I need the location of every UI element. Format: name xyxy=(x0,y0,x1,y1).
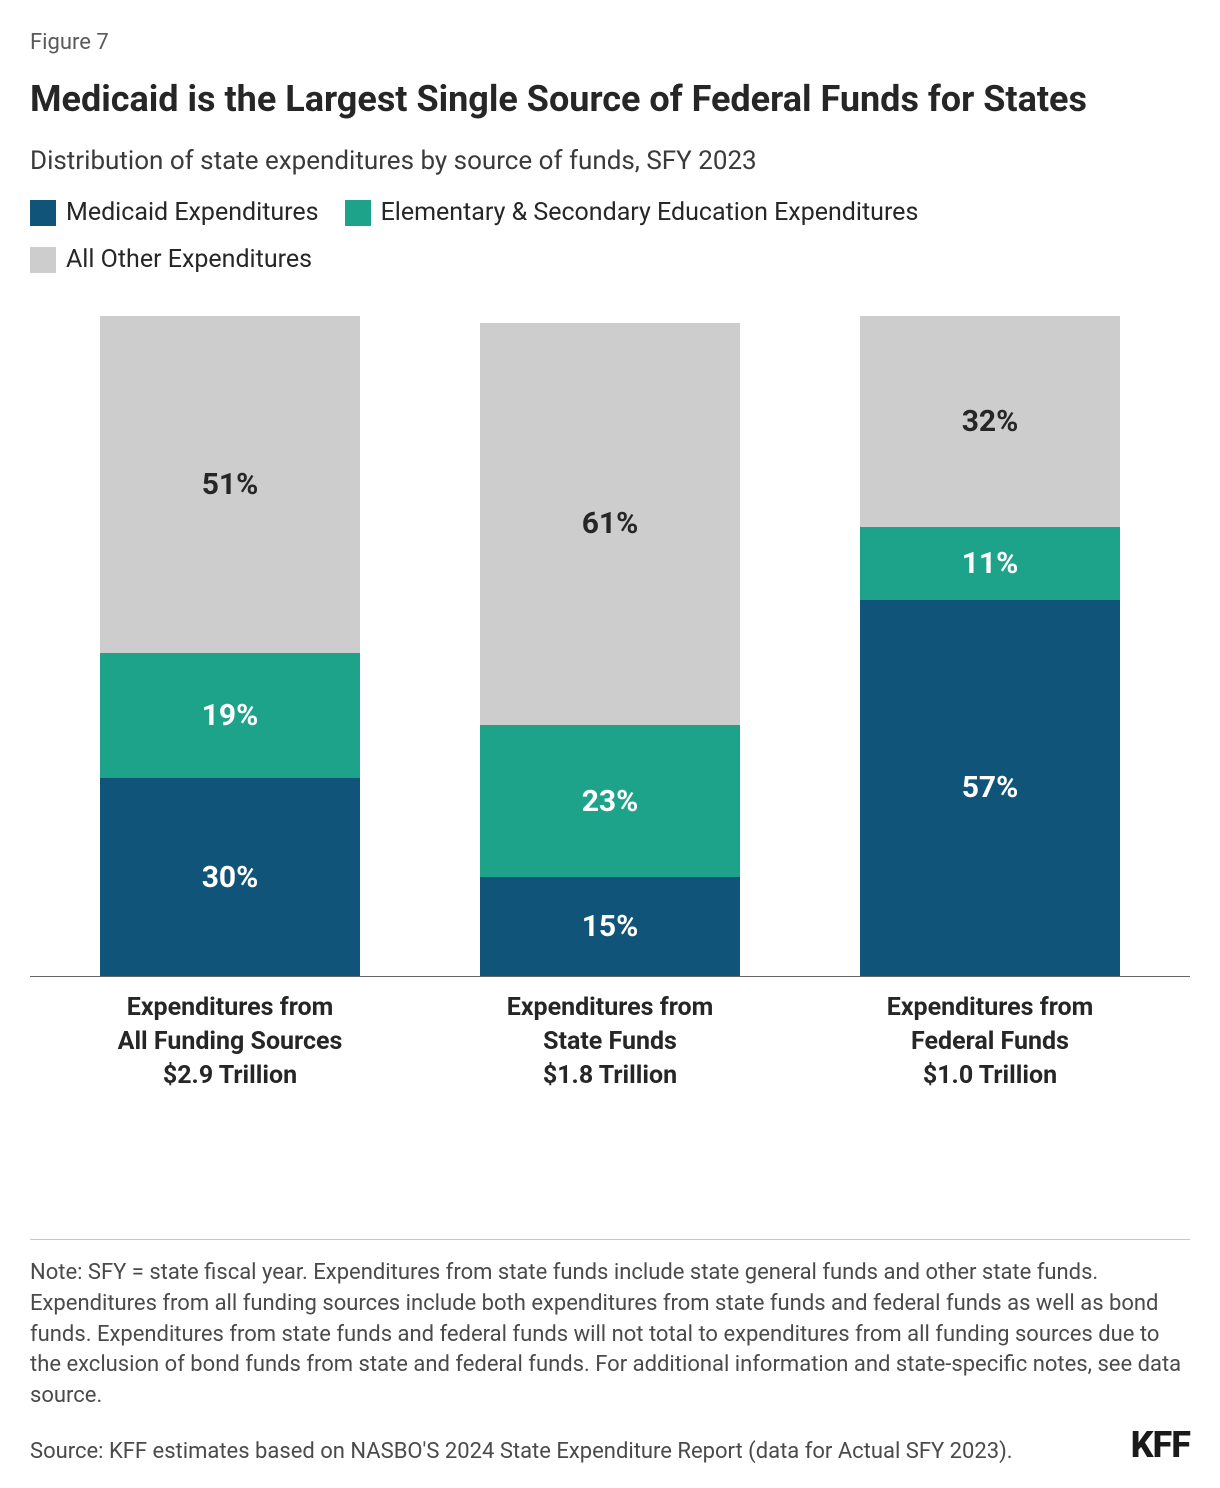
chart-title: Medicaid is the Largest Single Source of… xyxy=(30,77,1190,122)
bar-segment-other: 51% xyxy=(100,316,360,653)
bar-column: 30% 19% 51% xyxy=(80,316,380,976)
chart-subtitle: Distribution of state expenditures by so… xyxy=(30,146,1190,176)
brand-logo: KFF xyxy=(1131,1424,1190,1468)
x-axis-label-line: Expenditures from xyxy=(840,991,1140,1025)
legend-swatch xyxy=(30,200,56,226)
bar-segment-value: 11% xyxy=(962,546,1019,581)
legend-label: Medicaid Expenditures xyxy=(66,198,319,227)
x-axis-label-line: All Funding Sources xyxy=(80,1025,380,1059)
source-row: Source: KFF estimates based on NASBO'S 2… xyxy=(30,1424,1190,1468)
x-axis-label-line: Expenditures from xyxy=(80,991,380,1025)
legend-label: Elementary & Secondary Education Expendi… xyxy=(381,198,919,227)
x-axis-label-line: State Funds xyxy=(460,1025,760,1059)
x-axis-label: Expenditures fromState Funds$1.8 Trillio… xyxy=(460,991,760,1092)
legend-item: All Other Expenditures xyxy=(30,245,312,274)
bar-column: 57% 11% 32% xyxy=(840,316,1140,976)
x-axis-label-line: Federal Funds xyxy=(840,1025,1140,1059)
bar-segment-other: 61% xyxy=(480,323,740,726)
legend-swatch xyxy=(345,200,371,226)
figure-container: Figure 7 Medicaid is the Largest Single … xyxy=(0,0,1220,1488)
figure-footer: Note: SFY = state fiscal year. Expenditu… xyxy=(30,1239,1190,1468)
bar-segment-medicaid: 15% xyxy=(480,877,740,976)
bar-segment-education: 19% xyxy=(100,653,360,778)
legend: Medicaid Expenditures Elementary & Second… xyxy=(30,198,1190,274)
bar-segment-value: 15% xyxy=(582,909,639,944)
bar-segment-value: 19% xyxy=(202,698,259,733)
x-axis-label-line: $1.8 Trillion xyxy=(460,1059,760,1093)
stacked-bar-chart: 30% 19% 51% 15% 23% 61% 57% 11% 32% xyxy=(30,316,1190,976)
bar-column: 15% 23% 61% xyxy=(460,316,760,976)
source-text: Source: KFF estimates based on NASBO'S 2… xyxy=(30,1437,1111,1468)
x-axis-label: Expenditures fromFederal Funds$1.0 Trill… xyxy=(840,991,1140,1092)
bar-segment-medicaid: 57% xyxy=(860,600,1120,976)
bar-segment-other: 32% xyxy=(860,316,1120,527)
bar-stack: 30% 19% 51% xyxy=(100,316,360,976)
bar-segment-value: 57% xyxy=(962,770,1019,805)
bar-stack: 57% 11% 32% xyxy=(860,316,1120,976)
x-axis-label-line: $2.9 Trillion xyxy=(80,1059,380,1093)
footnote: Note: SFY = state fiscal year. Expenditu… xyxy=(30,1258,1190,1412)
bar-segment-value: 32% xyxy=(962,404,1019,439)
x-axis-label-line: Expenditures from xyxy=(460,991,760,1025)
x-axis-labels: Expenditures fromAll Funding Sources$2.9… xyxy=(30,977,1190,1092)
bar-stack: 15% 23% 61% xyxy=(480,316,740,976)
bar-segment-value: 23% xyxy=(582,784,639,819)
x-axis-label-line: $1.0 Trillion xyxy=(840,1059,1140,1093)
legend-swatch xyxy=(30,247,56,273)
bar-segment-education: 23% xyxy=(480,725,740,877)
legend-label: All Other Expenditures xyxy=(66,245,312,274)
bar-segment-value: 30% xyxy=(202,860,259,895)
bar-segment-value: 51% xyxy=(202,467,259,502)
bar-segment-value: 61% xyxy=(582,506,639,541)
bar-segment-medicaid: 30% xyxy=(100,778,360,976)
x-axis-label: Expenditures fromAll Funding Sources$2.9… xyxy=(80,991,380,1092)
figure-label: Figure 7 xyxy=(30,30,1190,55)
legend-item: Elementary & Secondary Education Expendi… xyxy=(345,198,919,227)
bar-segment-education: 11% xyxy=(860,527,1120,600)
legend-item: Medicaid Expenditures xyxy=(30,198,319,227)
